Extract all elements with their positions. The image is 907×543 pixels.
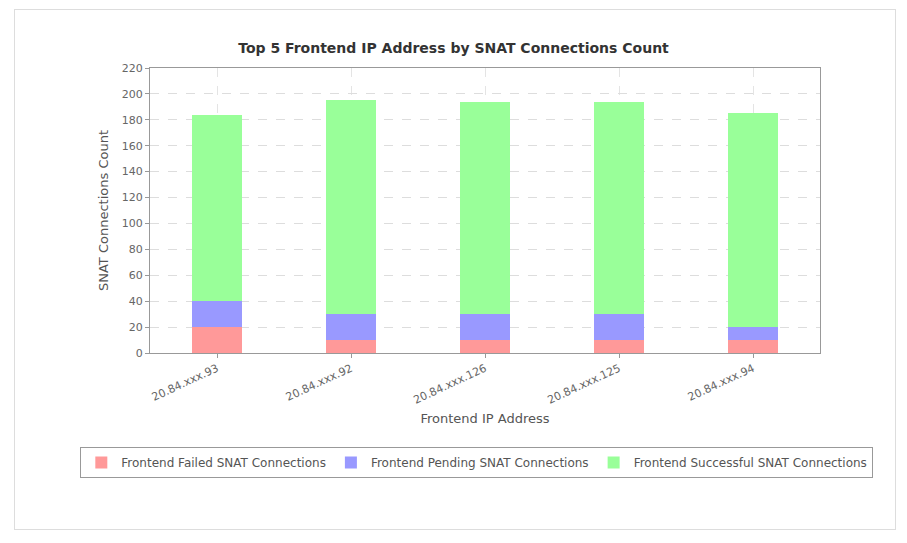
svg-text:60: 60 (129, 269, 143, 282)
svg-text:Frontend Pending SNAT Connecti: Frontend Pending SNAT Connections (371, 456, 589, 470)
svg-text:Top 5 Frontend IP Address by S: Top 5 Frontend IP Address by SNAT Connec… (238, 40, 669, 56)
svg-text:Frontend Successful SNAT Conne: Frontend Successful SNAT Connections (634, 456, 867, 470)
svg-text:180: 180 (122, 114, 143, 127)
svg-text:SNAT Connections Count: SNAT Connections Count (96, 130, 111, 291)
svg-text:0: 0 (136, 347, 143, 360)
svg-text:140: 140 (122, 165, 143, 178)
svg-text:20.84.xxx.125: 20.84.xxx.125 (545, 362, 622, 407)
svg-text:20.84.xxx.93: 20.84.xxx.93 (150, 362, 221, 404)
svg-text:80: 80 (129, 243, 143, 256)
svg-text:40: 40 (129, 295, 143, 308)
svg-text:20.84.xxx.94: 20.84.xxx.94 (686, 362, 757, 404)
svg-text:20: 20 (129, 321, 143, 334)
svg-text:Frontend Failed SNAT Connectio: Frontend Failed SNAT Connections (121, 456, 326, 470)
svg-text:160: 160 (122, 140, 143, 153)
svg-text:100: 100 (122, 217, 143, 230)
svg-text:200: 200 (122, 88, 143, 101)
svg-text:20.84.xxx.126: 20.84.xxx.126 (411, 362, 488, 407)
svg-text:Frontend IP Address: Frontend IP Address (420, 411, 549, 426)
svg-text:20.84.xxx.92: 20.84.xxx.92 (284, 362, 355, 404)
svg-text:220: 220 (122, 62, 143, 75)
svg-text:120: 120 (122, 191, 143, 204)
